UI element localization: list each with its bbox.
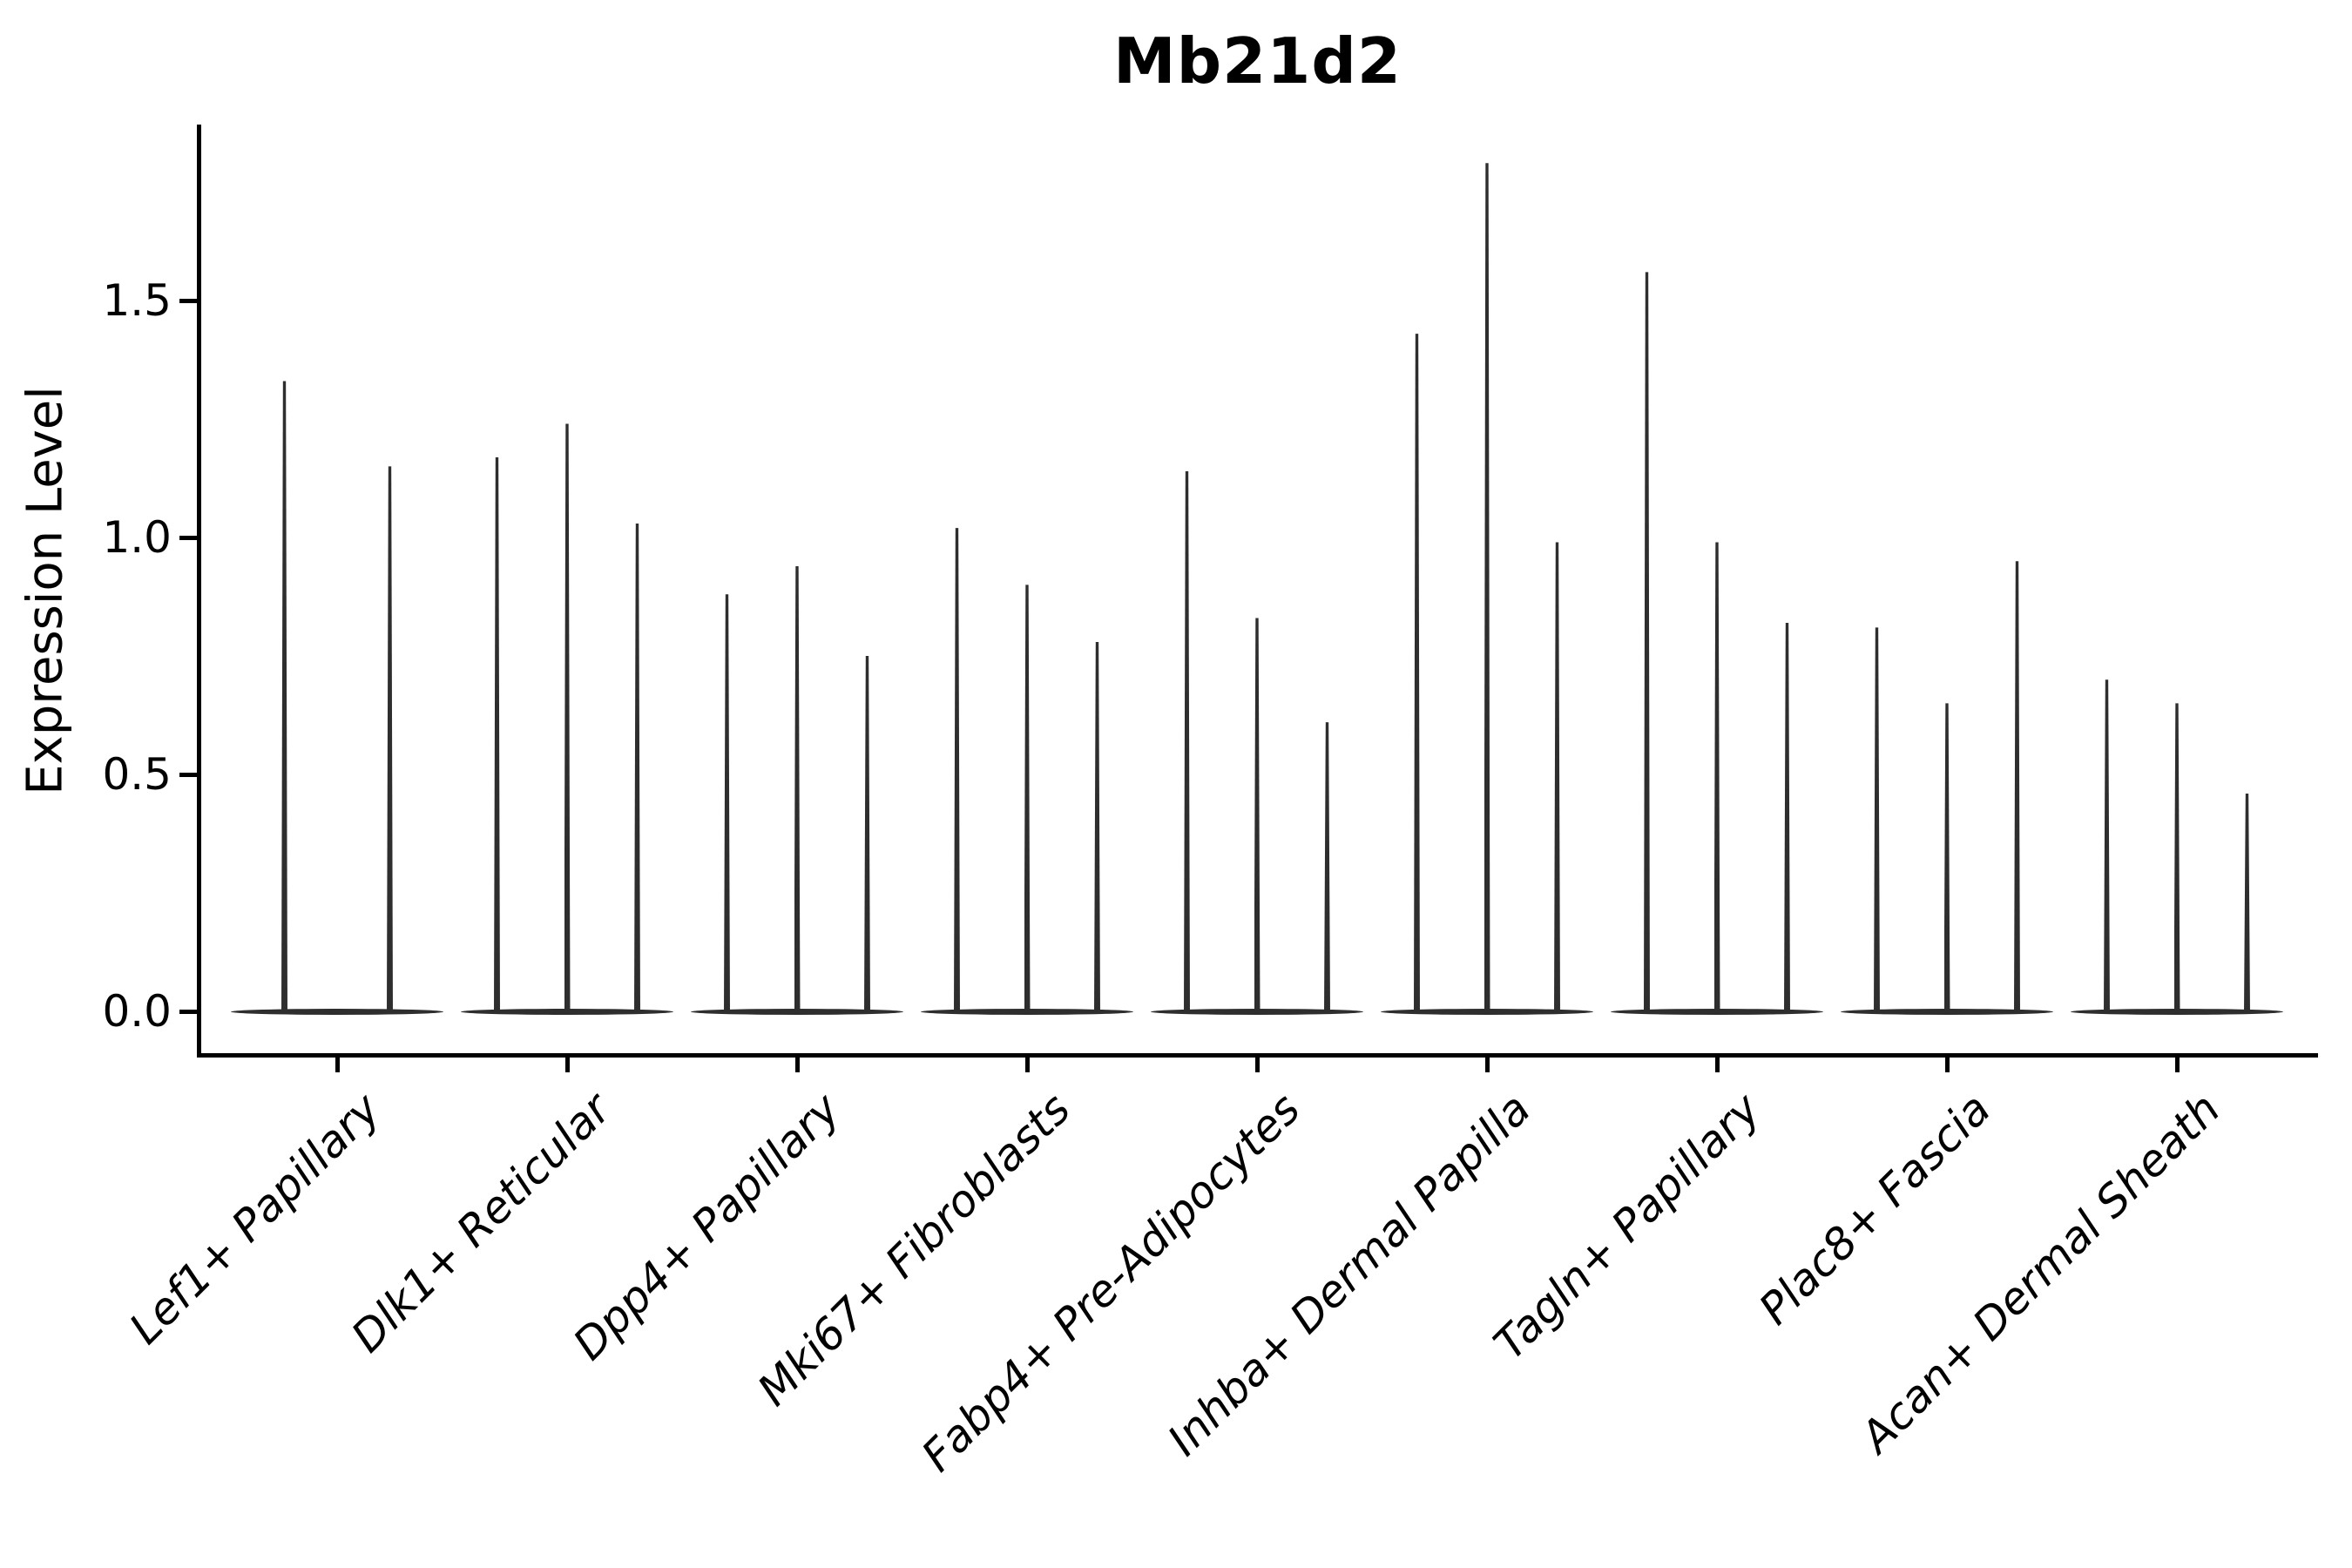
violin-needle (1784, 622, 1790, 1014)
y-tick-label: 0.0 (102, 986, 172, 1037)
y-tick-mark (179, 772, 197, 777)
violin-needle (864, 656, 870, 1014)
violin-needle (724, 594, 730, 1014)
x-tick-label: Plac8+ Fascia (1748, 1083, 2000, 1335)
violin-needle (1484, 163, 1490, 1014)
violin-needle (1184, 470, 1190, 1014)
x-tick-mark (1484, 1058, 1490, 1072)
x-tick-mark (794, 1058, 800, 1072)
y-tick-label: 1.5 (102, 275, 172, 326)
x-tick-mark (1714, 1058, 1720, 1072)
violin-needle (954, 528, 960, 1014)
violin-needle (1254, 618, 1260, 1014)
y-tick-label: 0.5 (102, 749, 172, 800)
y-tick-mark (179, 1009, 197, 1014)
x-tick-mark (564, 1058, 570, 1072)
violin-needle (564, 423, 571, 1014)
violin-needle (1094, 641, 1100, 1014)
violin-needle (634, 523, 640, 1014)
violin-needle (494, 456, 500, 1014)
plot-title: Mb21d2 (1112, 24, 1402, 98)
violin-needle (1874, 627, 1880, 1014)
x-tick-mark (2174, 1058, 2180, 1072)
violin-needle (794, 565, 801, 1014)
y-tick-label: 1.0 (102, 512, 172, 563)
violin-needle (1644, 272, 1650, 1014)
x-tick-label: Lef1+ Papillary (119, 1083, 390, 1355)
violin-needle (2173, 703, 2180, 1014)
violin-needle (2104, 679, 2110, 1014)
x-tick-mark (1944, 1058, 1950, 1072)
violin-needle (281, 381, 287, 1014)
violin-needle (1414, 334, 1420, 1014)
violin-needle (1024, 585, 1031, 1014)
y-axis-label: Expression Level (17, 386, 74, 795)
y-tick-mark (179, 535, 197, 540)
violin-needle (2014, 561, 2020, 1014)
y-axis-spine (197, 125, 201, 1058)
x-tick-label: Fabp4+ Pre-Adipocytes (912, 1083, 1310, 1482)
y-tick-mark (179, 298, 197, 303)
x-tick-mark (1024, 1058, 1030, 1072)
violin-needle (1554, 542, 1560, 1014)
violin-needle (1943, 703, 1950, 1014)
x-axis-spine (197, 1053, 2318, 1058)
violin-needle (2244, 793, 2250, 1014)
violin-needle (387, 466, 393, 1014)
violin-base (231, 1008, 443, 1015)
x-tick-mark (1254, 1058, 1260, 1072)
x-tick-mark (335, 1058, 340, 1072)
violin-needle (1324, 722, 1330, 1014)
violin-needle (1713, 542, 1720, 1014)
